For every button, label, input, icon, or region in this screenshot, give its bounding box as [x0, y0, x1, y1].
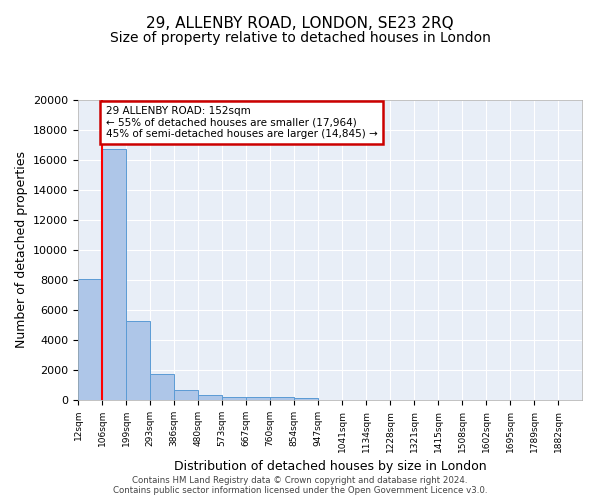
X-axis label: Distribution of detached houses by size in London: Distribution of detached houses by size … [173, 460, 487, 473]
Bar [270, 398, 294, 400]
Bar [198, 395, 222, 400]
Bar [102, 150, 126, 400]
Text: Contains HM Land Registry data © Crown copyright and database right 2024.
Contai: Contains HM Land Registry data © Crown c… [113, 476, 487, 495]
Bar [150, 374, 174, 400]
Y-axis label: Number of detached properties: Number of detached properties [14, 152, 28, 348]
Bar [126, 320, 150, 400]
Bar [78, 278, 102, 400]
Bar [246, 397, 270, 400]
Bar [294, 398, 318, 400]
Text: 29, ALLENBY ROAD, LONDON, SE23 2RQ: 29, ALLENBY ROAD, LONDON, SE23 2RQ [146, 16, 454, 31]
Text: Size of property relative to detached houses in London: Size of property relative to detached ho… [110, 31, 490, 45]
Text: 29 ALLENBY ROAD: 152sqm
← 55% of detached houses are smaller (17,964)
45% of sem: 29 ALLENBY ROAD: 152sqm ← 55% of detache… [106, 106, 377, 139]
Bar [174, 390, 198, 400]
Bar [222, 396, 246, 400]
